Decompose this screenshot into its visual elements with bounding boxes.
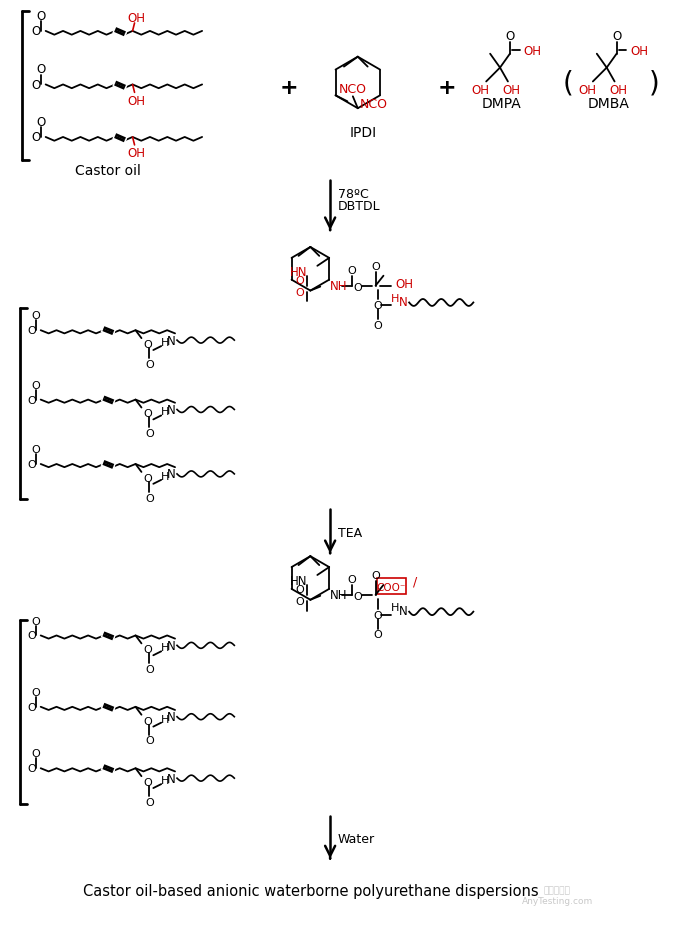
Text: O: O [295,276,304,285]
Text: Castor oil: Castor oil [75,163,141,177]
Text: O: O [31,445,40,455]
Text: H: H [161,714,169,724]
Text: O: O [145,736,154,746]
Text: HN: HN [290,574,307,587]
Text: O: O [31,380,40,391]
Text: OH: OH [630,45,649,58]
Text: 嘉峪检测网
AnyTesting.com: 嘉峪检测网 AnyTesting.com [522,885,593,905]
Text: O: O [347,265,356,276]
Text: DMPA: DMPA [482,97,522,111]
Text: +: + [279,78,298,98]
Text: O: O [145,429,154,439]
Text: O: O [32,79,41,92]
Text: O: O [373,630,382,639]
Text: O: O [143,473,152,483]
Text: OH: OH [524,45,542,58]
Text: O: O [36,9,46,22]
Text: N: N [167,711,175,724]
Text: NCO: NCO [360,97,388,110]
Text: O: O [28,326,37,336]
Text: H: H [161,471,169,482]
Text: N: N [167,639,175,652]
Text: O: O [143,409,152,419]
Text: H: H [161,775,169,785]
Text: N: N [167,334,175,347]
FancyBboxPatch shape [377,578,406,594]
Text: O: O [373,610,382,620]
Text: /: / [413,574,418,587]
Text: Water: Water [338,832,375,845]
Text: H: H [391,293,400,303]
Text: OH: OH [128,11,146,24]
Text: O: O [143,645,152,654]
Text: O: O [36,63,46,76]
Text: O: O [295,288,304,297]
Text: (: ( [563,70,573,97]
Text: O: O [143,778,152,787]
Text: O: O [371,571,380,580]
Text: H: H [161,643,169,652]
Text: NH: NH [330,588,347,601]
Text: N: N [167,772,175,785]
Text: O: O [145,359,154,369]
Text: O: O [28,631,37,640]
Text: O: O [612,31,622,44]
Text: OH: OH [395,277,413,290]
Text: OH: OH [609,84,628,97]
Text: DMBA: DMBA [588,97,630,111]
Text: NH: NH [330,280,347,293]
Text: O: O [31,688,40,697]
Text: O: O [373,321,382,331]
Text: O: O [143,715,152,726]
Text: NCO: NCO [339,83,367,96]
Text: OH: OH [503,84,521,97]
Text: N: N [167,468,175,481]
Text: O: O [31,616,40,625]
Text: ): ) [649,70,660,97]
Text: O: O [505,31,515,44]
Text: O: O [28,395,37,406]
Text: OH: OH [128,148,146,161]
Text: N: N [167,404,175,417]
Text: DBTDL: DBTDL [338,200,381,213]
Text: O: O [32,25,41,38]
Text: OH: OH [128,95,146,108]
Text: H: H [161,407,169,417]
Text: IPDI: IPDI [349,126,376,140]
Text: O: O [28,702,37,712]
Text: H: H [161,338,169,348]
Text: O: O [36,115,46,128]
Text: O: O [145,493,154,503]
Text: O: O [143,340,152,350]
Text: +: + [437,78,456,98]
Text: O: O [31,749,40,758]
Text: 78ºC: 78ºC [338,187,369,200]
Text: O: O [371,262,380,272]
Text: Castor oil-based anionic waterborne polyurethane dispersions: Castor oil-based anionic waterborne poly… [82,883,538,897]
Text: H: H [391,602,400,612]
Text: O: O [373,301,382,311]
Text: N: N [399,604,407,617]
Text: O: O [31,311,40,321]
Text: O: O [28,764,37,773]
Text: OH: OH [578,84,596,97]
Text: OH: OH [471,84,489,97]
Text: HN: HN [290,266,307,279]
Text: O: O [347,574,356,585]
Text: O: O [354,591,362,601]
Text: COO⁻: COO⁻ [377,582,406,592]
Text: O: O [145,664,154,675]
Text: O: O [145,797,154,807]
Text: O: O [295,585,304,594]
Text: O: O [354,282,362,292]
Text: O: O [32,132,41,144]
Text: O: O [295,596,304,606]
Text: N: N [399,296,407,309]
Text: TEA: TEA [338,526,362,539]
Text: O: O [28,459,37,470]
